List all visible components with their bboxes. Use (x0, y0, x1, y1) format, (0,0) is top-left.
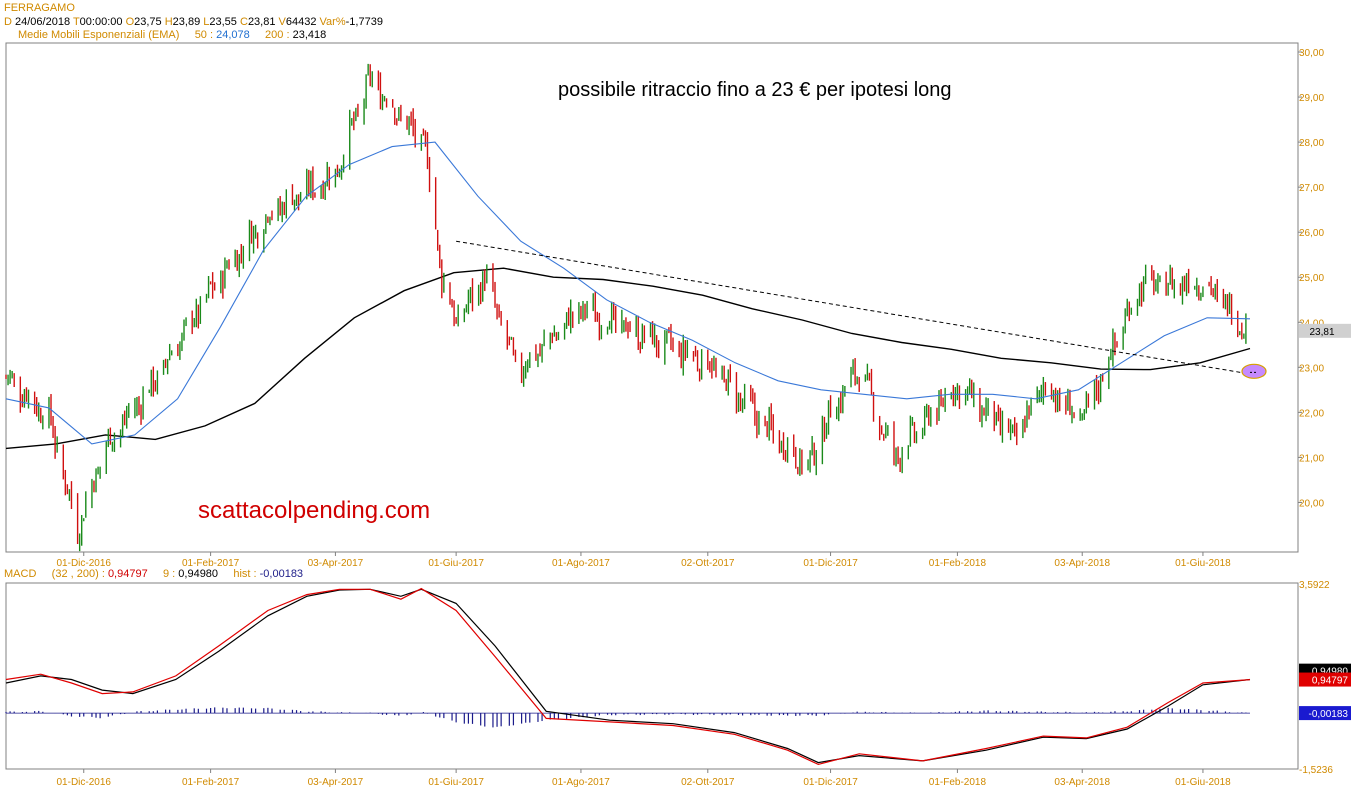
macd-x-tick-label: 01-Dic-2016 (57, 777, 112, 788)
macd-legend-title: MACD (4, 568, 37, 580)
x-tick-label: 01-Dic-2017 (803, 558, 858, 569)
macd-x-tick-label: 03-Apr-2017 (308, 777, 364, 788)
ema-legend-label: Medie Mobili Esponenziali (EMA) (18, 29, 180, 41)
time-label: T (72, 16, 80, 28)
macd-value-box (1299, 672, 1351, 687)
high-value: 23,89 (172, 16, 201, 28)
price-x-axis: 01-Dic-2016 01-Feb-2017 03-Apr-2017 01-Giu-… (57, 552, 1231, 569)
macd-plot-frame (5, 582, 1299, 770)
low-label: L (203, 16, 210, 28)
macd-x-tick-label: 02-Ott-2017 (681, 777, 735, 788)
price-y-tick-label: 21,00 (1299, 453, 1324, 464)
x-tick-label: 01-Feb-2017 (182, 558, 240, 569)
date-label: D (4, 16, 12, 28)
volume-value: 64432 (285, 16, 317, 28)
macd-x-tick-label: 03-Apr-2018 (1054, 777, 1110, 788)
macd-legend-params: (32 , 200) (51, 568, 99, 580)
x-tick-label: 03-Apr-2017 (308, 558, 364, 569)
macd-x-tick-label: 01-Giu-2017 (428, 777, 484, 788)
volume-label: V (278, 16, 286, 28)
high-label: H (164, 16, 173, 28)
ema50-line (5, 141, 1251, 445)
price-y-tick-label: 28,00 (1299, 138, 1324, 149)
macd-x-axis: 01-Dic-2016 01-Feb-2017 03-Apr-2017 01-Giu-… (57, 769, 1231, 788)
macd-x-tick-label: 01-Ago-2017 (552, 777, 610, 788)
ema200-line (5, 267, 1251, 450)
open-label: O (125, 16, 135, 28)
x-tick-label: 03-Apr-2018 (1054, 558, 1110, 569)
ohlc-readout: D 24/06/2018 T00:00:00 O23,75 H23,89 L23… (4, 16, 383, 28)
ema200-path (5, 267, 1251, 450)
price-y-tick-label: 30,00 (1299, 48, 1324, 59)
macd-lines (5, 587, 1251, 766)
price-y-tick-label: 29,00 (1299, 93, 1324, 104)
trendline (456, 240, 1265, 377)
macd-legend: MACD (32 , 200) : 0,94797 9 : 0,94980 hi… (4, 568, 304, 580)
signal-legend-label: 9 : (162, 568, 176, 580)
hist-value-label: -0,00183 (1309, 709, 1349, 720)
macd-x-tick-label: 01-Feb-2017 (182, 777, 240, 788)
x-tick-label: 01-Ago-2017 (552, 558, 610, 569)
ema200-period: 200 : (265, 29, 290, 41)
symbol-name: FERRAGAMO (4, 2, 75, 14)
x-tick-label: 01-Feb-2018 (929, 558, 987, 569)
close-label: C (239, 16, 248, 28)
x-tick-label: 02-Ott-2017 (681, 558, 735, 569)
macd-legend-value: 0,94797 (107, 568, 148, 580)
var-value: -1,7739 (345, 16, 383, 28)
ema50-path (5, 141, 1251, 445)
price-y-tick-label: 26,00 (1299, 228, 1324, 239)
price-y-tick-label: 25,00 (1299, 273, 1324, 284)
signal-legend-value: 0,94980 (178, 568, 219, 580)
last-price-box (1299, 323, 1351, 338)
watermark-text: scattacolpending.com (198, 497, 430, 524)
macd-y-bottom-label: -1,5236 (1299, 765, 1333, 776)
x-tick-label: 01-Giu-2017 (428, 558, 484, 569)
ema-legend: Medie Mobili Esponenziali (EMA) 50 : 24,… (18, 29, 326, 41)
hist-value-box (1299, 706, 1351, 721)
last-price-label: 23,81 (1309, 327, 1334, 338)
trendline-path (456, 240, 1265, 377)
hist-legend-value: -0,00183 (259, 568, 304, 580)
macd-histogram (5, 707, 1250, 728)
price-plot-frame (5, 42, 1299, 553)
open-value: 23,75 (134, 16, 162, 28)
macd-x-tick-label: 01-Giu-2018 (1175, 777, 1231, 788)
price-y-axis: 20,00 21,00 22,00 23,00 24,00 25,00 26,00 27,00… (1298, 48, 1351, 509)
price-y-tick-label: 22,00 (1299, 408, 1324, 419)
x-tick-label: 01-Dic-2016 (57, 558, 112, 569)
candles (5, 63, 1247, 552)
symbol-title: FERRAGAMO (4, 2, 75, 14)
price-y-tick-label: 20,00 (1299, 498, 1324, 509)
signal-line (5, 588, 1251, 764)
macd-y-top-label: 3,5922 (1299, 580, 1330, 591)
target-marker (1241, 363, 1267, 379)
hist-legend-label: hist : (233, 568, 257, 580)
x-tick-label: 01-Giu-2018 (1175, 558, 1231, 569)
headline-annotation: possibile ritraccio fino a 23 € per ipot… (558, 79, 952, 101)
macd-value-label: 0,94797 (1312, 676, 1349, 687)
time-value: 00:00:00 (79, 16, 123, 28)
macd-x-tick-label: 01-Feb-2018 (929, 777, 987, 788)
var-label: Var% (319, 16, 346, 28)
signal-value-label: 0,94980 (1312, 667, 1349, 678)
low-value: 23,55 (209, 16, 237, 28)
price-y-tick-label: 23,00 (1299, 363, 1324, 374)
price-y-tick-label: 27,00 (1299, 183, 1324, 194)
macd-x-tick-label: 01-Dic-2017 (803, 777, 858, 788)
macd-line (5, 587, 1251, 766)
target-ellipse (1241, 363, 1267, 379)
ema200-value: 23,418 (292, 29, 327, 41)
ema50-period: 50 : (194, 29, 214, 41)
date-value: 24/06/2018 (15, 16, 71, 28)
close-value: 23,81 (247, 16, 276, 28)
price-y-tick-label: 24,00 (1299, 318, 1324, 329)
ema50-value: 24,078 (216, 29, 250, 41)
